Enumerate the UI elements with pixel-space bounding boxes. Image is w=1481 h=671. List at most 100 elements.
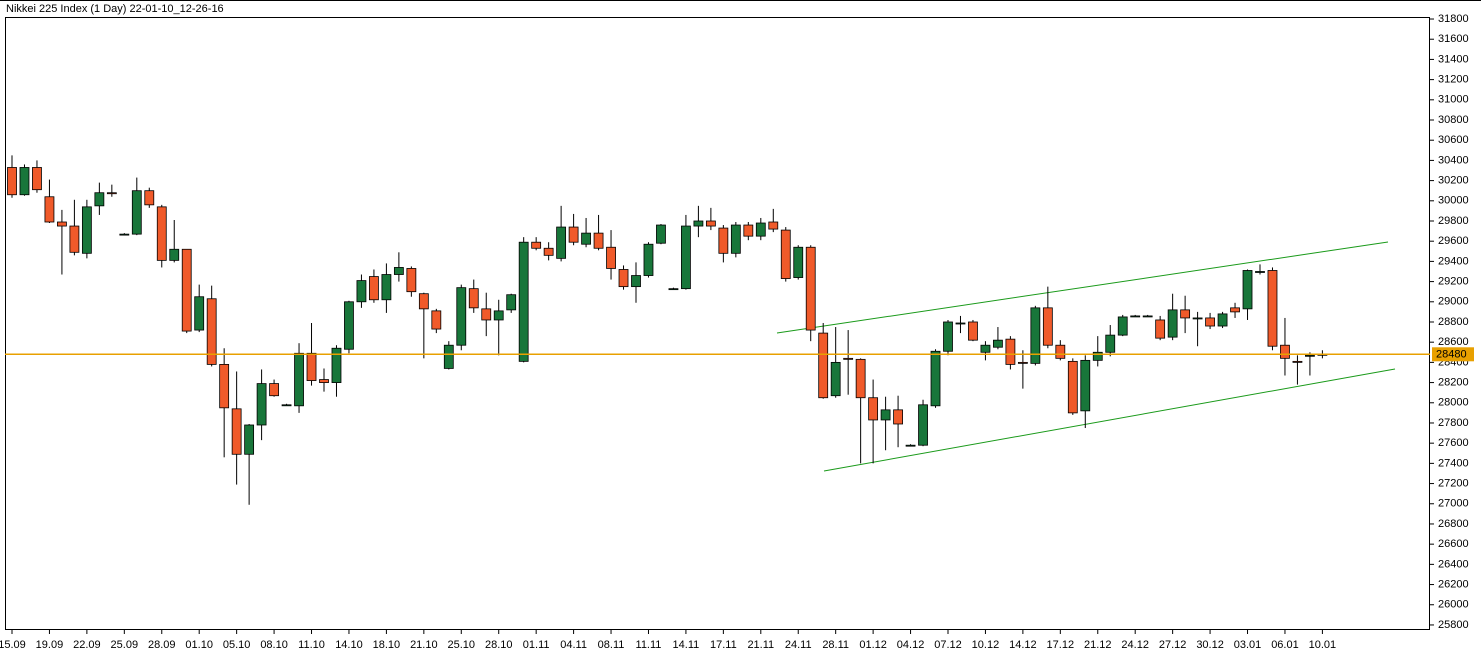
- candle-body: [518, 241, 529, 362]
- candle-body: [1005, 338, 1016, 365]
- price-label: 28480: [1436, 349, 1467, 361]
- plot-frame: [5, 17, 1430, 630]
- x-tick-label: 05.10: [223, 639, 251, 651]
- candle-body: [606, 246, 616, 269]
- x-tick-label: 28.11: [822, 639, 849, 651]
- y-tick-label: 31200: [1438, 74, 1469, 86]
- x-tick-label: 28.10: [485, 639, 513, 651]
- candle-body: [643, 243, 654, 276]
- candle-body: [980, 344, 991, 353]
- x-tick-label: 21.10: [410, 639, 438, 651]
- x-tick-label: 21.12: [1084, 639, 1112, 651]
- candle-body: [880, 409, 891, 421]
- y-tick-label: 25800: [1438, 619, 1469, 631]
- y-tick-label: 27400: [1438, 457, 1469, 469]
- candle-body: [1280, 344, 1290, 359]
- x-tick-label: 04.12: [897, 639, 925, 651]
- candle-body: [44, 196, 55, 223]
- x-tick-label: 14.11: [673, 639, 700, 651]
- candle-body: [456, 287, 467, 346]
- candle-body: [1067, 360, 1078, 414]
- x-tick-label: 17.11: [710, 639, 737, 651]
- candle-body: [780, 229, 791, 279]
- candle-body: [855, 358, 866, 399]
- y-tick-label: 27200: [1438, 477, 1469, 489]
- candle-body: [930, 350, 941, 407]
- candle-body: [57, 221, 67, 227]
- x-tick-label: 24.12: [1121, 639, 1149, 651]
- y-tick-label: 28800: [1438, 316, 1469, 328]
- candle-body: [406, 268, 417, 293]
- candle-body: [568, 226, 579, 243]
- x-tick-label: 21.11: [747, 639, 774, 651]
- y-tick-label: 29600: [1438, 235, 1469, 247]
- candle-body: [156, 206, 167, 261]
- candle-body: [219, 364, 230, 409]
- candle-body: [830, 361, 841, 397]
- candle-body: [1117, 316, 1128, 336]
- x-tick-label: 25.10: [448, 639, 476, 651]
- candle-body: [1255, 271, 1265, 273]
- candle-body: [356, 280, 367, 303]
- x-tick-label: 17.12: [1047, 639, 1075, 651]
- candle-body: [119, 233, 130, 236]
- candle-body: [1080, 359, 1091, 412]
- x-tick-label: 18.10: [373, 639, 401, 651]
- y-tick-label: 31400: [1438, 53, 1469, 65]
- x-tick-label: 24.11: [785, 639, 812, 651]
- y-tick-label: 26000: [1438, 599, 1469, 611]
- candle-body: [81, 206, 92, 254]
- candle-body: [705, 220, 716, 227]
- candle-body: [868, 397, 879, 421]
- candle-body: [19, 167, 30, 196]
- x-tick-label: 28.09: [148, 639, 176, 651]
- candle-body: [1017, 361, 1028, 364]
- x-tick-label: 25.09: [111, 639, 139, 651]
- candle-body: [256, 383, 267, 426]
- candle-body: [344, 301, 354, 350]
- candle-body: [593, 232, 604, 249]
- chart-title: Nikkei 225 Index (1 Day) 22-01-10_12-26-…: [6, 3, 224, 15]
- candle-body: [194, 296, 205, 331]
- candle-body: [7, 167, 17, 196]
- candle-body: [968, 321, 978, 341]
- y-tick-label: 26600: [1438, 538, 1469, 550]
- y-tick-label: 31600: [1438, 33, 1469, 45]
- candle-body: [468, 288, 479, 309]
- x-tick-label: 15.09: [0, 639, 26, 651]
- candle-body: [1042, 307, 1053, 346]
- candle-body: [94, 192, 105, 207]
- candle-body: [244, 424, 255, 455]
- y-tick-label: 29200: [1438, 275, 1469, 287]
- candle-body: [543, 247, 554, 256]
- candle-body: [656, 224, 666, 244]
- candle-body: [843, 357, 854, 360]
- trend-line: [823, 368, 1396, 472]
- candle-body: [169, 248, 180, 261]
- candle-body: [1130, 315, 1141, 318]
- y-tick-label: 27000: [1438, 498, 1469, 510]
- candle-body: [506, 294, 517, 311]
- x-tick-label: 14.12: [1009, 639, 1037, 651]
- candle-body: [1242, 270, 1253, 310]
- candle-body: [993, 339, 1003, 348]
- y-tick-label: 26200: [1438, 578, 1469, 590]
- candle-body: [443, 344, 454, 369]
- x-tick-label: 04.11: [560, 639, 587, 651]
- candle-body: [805, 246, 816, 331]
- candle-body: [918, 404, 928, 446]
- candle-body: [32, 167, 42, 191]
- y-tick-label: 30800: [1438, 114, 1469, 126]
- candle-body: [69, 225, 80, 253]
- price-label-box: [1432, 347, 1474, 362]
- candle-body: [718, 227, 729, 254]
- candle-body: [955, 322, 966, 325]
- x-tick-label: 03.01: [1234, 639, 1262, 651]
- y-tick-label: 30200: [1438, 175, 1469, 187]
- candle-body: [381, 274, 392, 301]
- candle-body: [331, 347, 342, 383]
- x-tick-label: 01.12: [859, 639, 887, 651]
- x-tick-label: 10.01: [1309, 639, 1337, 651]
- candle-body: [106, 192, 117, 195]
